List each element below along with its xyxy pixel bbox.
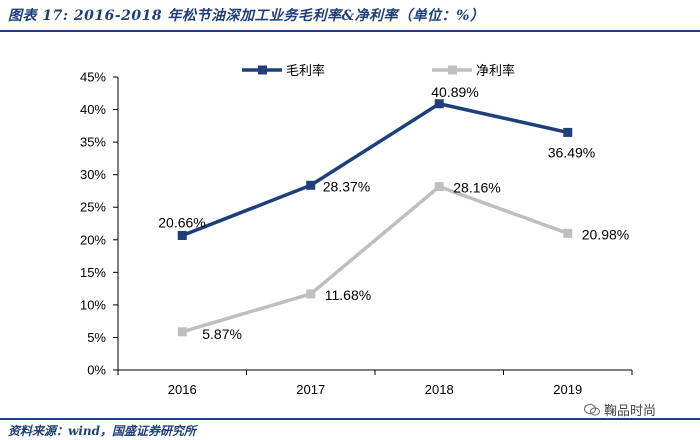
y-tick-label: 35%: [80, 135, 106, 150]
data-label: 36.49%: [548, 144, 595, 160]
data-point-marker: [177, 230, 187, 240]
legend-entry: 毛利率: [286, 63, 325, 79]
data-point-marker: [306, 180, 316, 190]
legend-swatch-marker: [448, 65, 457, 75]
data-label: 20.66%: [158, 214, 205, 230]
data-label: 11.68%: [325, 287, 371, 303]
axis-layer: 0% 5% 10% 15% 20% 25% 30% 35% 40% 45% 2016 2017 2018…: [80, 70, 633, 397]
data-label: 28.16%: [453, 180, 500, 196]
data-label: 20.98%: [582, 226, 629, 242]
source-divider: [0, 418, 700, 420]
watermark-text: 鞠品时尚: [604, 404, 657, 419]
wechat-icon: [584, 403, 600, 415]
title-bar: [0, 0, 700, 32]
data-label: 28.37%: [323, 178, 370, 194]
data-point-marker: [563, 127, 573, 137]
y-tick-label: 5%: [87, 330, 106, 345]
data-label: 5.87%: [202, 326, 242, 342]
series-line-net-margin: [181, 184, 569, 334]
data-point-marker: [306, 289, 316, 299]
y-tick-label: 0%: [87, 363, 106, 378]
data-point-marker: [177, 327, 187, 337]
y-tick-label: 25%: [80, 200, 106, 215]
y-tick-label: 15%: [80, 265, 106, 280]
series-layer: 5.87% 11.68% 28.16% 20.98% 20.66% 28.37% 40.89…: [158, 84, 629, 342]
x-tick-label: 2017: [296, 382, 325, 397]
y-tick-label: 45%: [80, 70, 106, 85]
legend-entry: 净利率: [476, 63, 515, 79]
data-point-marker: [434, 182, 444, 192]
x-tick-label: 2016: [168, 382, 197, 397]
watermark: 鞠品时尚: [584, 400, 656, 419]
legend: 毛利率 净利率: [242, 63, 515, 79]
y-tick-label: 20%: [80, 232, 106, 247]
y-tick-label: 40%: [80, 102, 106, 117]
legend-swatch-marker: [258, 65, 267, 75]
y-tick-label: 10%: [80, 297, 106, 312]
y-tick-label: 30%: [80, 167, 106, 182]
chart-title: 图表 17: 2016-2018 年松节油深加工业务毛利率&净利率（单位：%）: [8, 8, 485, 24]
x-tick-label: 2018: [425, 382, 454, 397]
source-note: 资料来源：wind，国盛证券研究所: [8, 424, 197, 438]
series-line-gross-margin: [181, 102, 569, 238]
data-point-marker: [434, 99, 444, 109]
data-label: 40.89%: [431, 84, 478, 100]
x-tick-label: 2019: [553, 382, 582, 397]
data-point-marker: [563, 228, 573, 238]
